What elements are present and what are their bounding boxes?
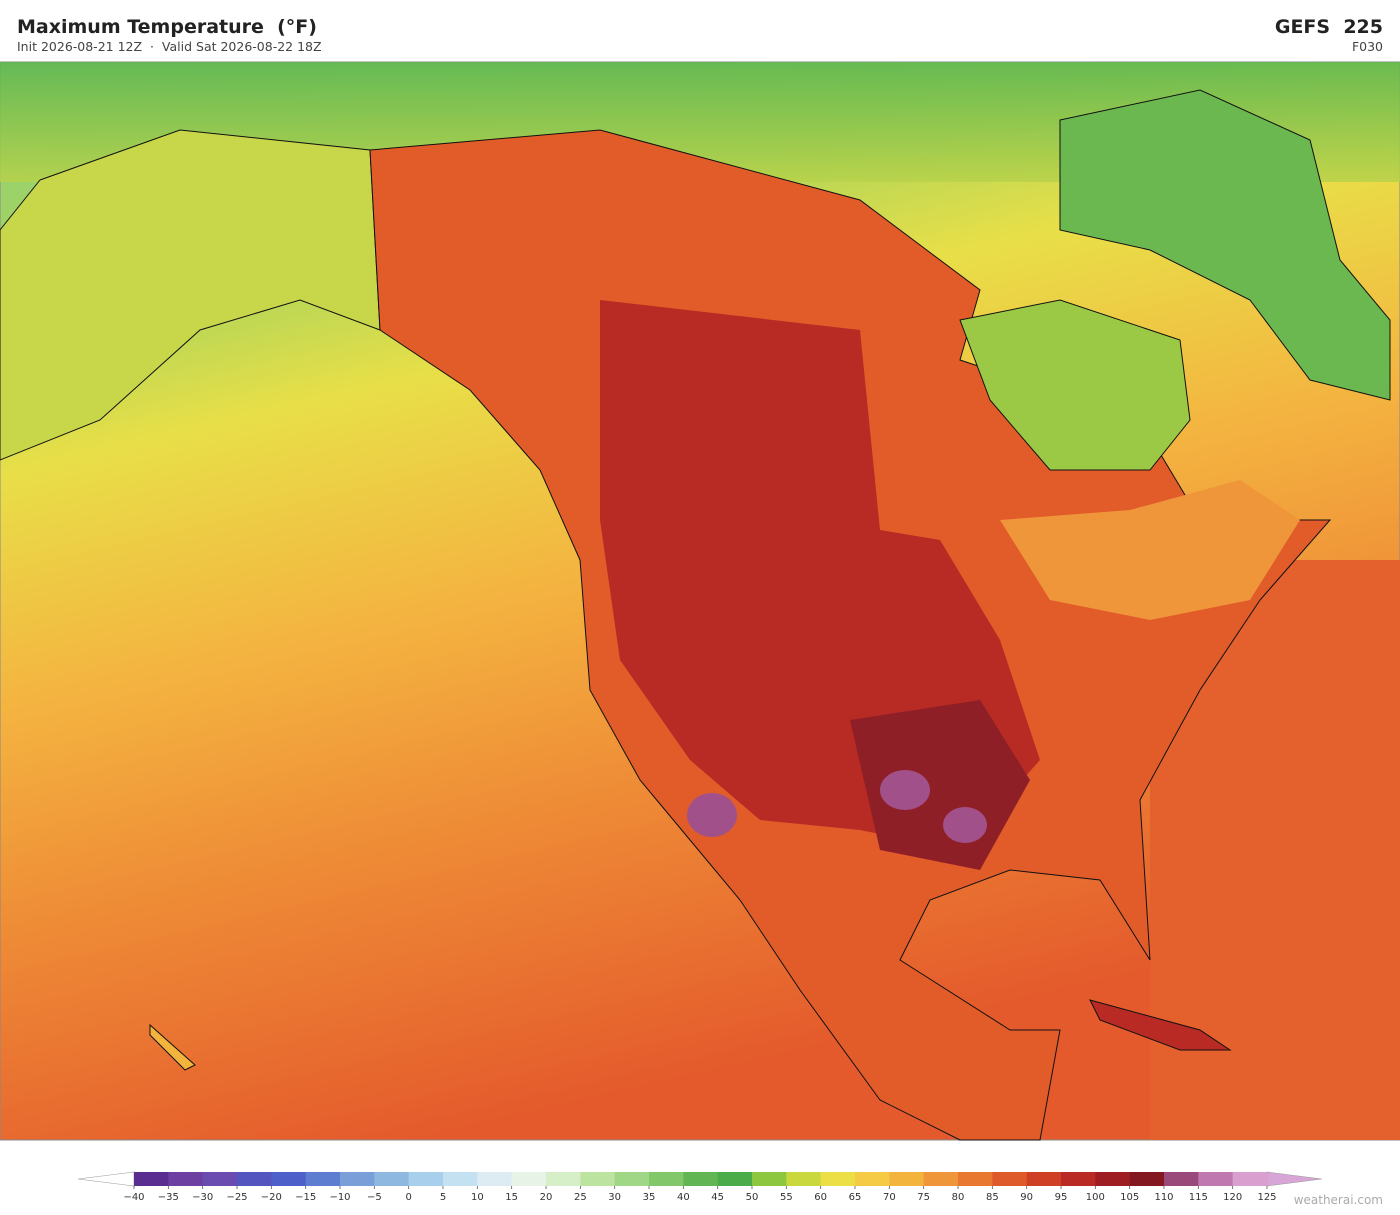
colorbar-segment — [511, 1172, 547, 1186]
colorbar-tick-label: 95 — [1055, 1192, 1068, 1203]
colorbar-tick-label: 125 — [1257, 1192, 1276, 1203]
colorbar-tick-label: 25 — [574, 1192, 587, 1203]
colorbar-segment — [1198, 1172, 1233, 1186]
colorbar-segment — [958, 1172, 993, 1186]
colorbar-tick-label: 90 — [1020, 1192, 1033, 1203]
colorbar-tick-label: 105 — [1120, 1192, 1139, 1203]
colorbar-segment — [580, 1172, 615, 1186]
colorbar-segment — [340, 1172, 375, 1186]
colorbar-segment — [683, 1172, 718, 1186]
colorbar-over — [1266, 1171, 1323, 1187]
cuba — [1089, 999, 1232, 1051]
colorbar-segment — [408, 1172, 444, 1186]
colorbar-tick-label: 20 — [540, 1192, 553, 1203]
model-label: GEFS 225 — [1274, 16, 1383, 38]
colorbar-tick-label: 0 — [405, 1192, 411, 1203]
colorbar-tick-label: 30 — [608, 1192, 621, 1203]
colorbar-tick-label: −10 — [329, 1192, 350, 1203]
colorbar-tick-label: 115 — [1189, 1192, 1208, 1203]
colorbar-tick-label: 80 — [952, 1192, 965, 1203]
colorbar-segment — [546, 1172, 581, 1186]
colorbar-tick-label: −5 — [367, 1192, 382, 1203]
hudson-bay — [959, 299, 1191, 471]
colorbar-tick-label: 5 — [440, 1192, 446, 1203]
colorbar-segment — [752, 1172, 787, 1186]
colorbar-segment — [134, 1172, 169, 1186]
colorbar-segment — [923, 1172, 959, 1186]
colorbar-tick-label: −30 — [192, 1192, 213, 1203]
colorbar-segment — [889, 1172, 924, 1186]
extreme-spot — [687, 793, 737, 837]
extreme-spot — [943, 807, 987, 843]
forecast-hour: F030 — [1351, 39, 1383, 54]
colorbar-tick-label: 110 — [1154, 1192, 1173, 1203]
map-subtitle: Init 2026-08-21 12Z · Valid Sat 2026-08-… — [17, 39, 322, 54]
colorbar-tick-label: −20 — [261, 1192, 282, 1203]
map-title: Maximum Temperature (°F) — [17, 16, 317, 38]
colorbar-segment — [1095, 1172, 1130, 1186]
colorbar-segment — [820, 1172, 856, 1186]
colorbar-tick-label: 75 — [917, 1192, 930, 1203]
colorbar-tick-label: 70 — [883, 1192, 896, 1203]
colorbar-tick-label: 65 — [849, 1192, 862, 1203]
colorbar-tick-label: −15 — [295, 1192, 316, 1203]
labrador-baffin — [1059, 89, 1391, 401]
colorbar-segment — [786, 1172, 821, 1186]
colorbar-segment — [1164, 1172, 1199, 1186]
colorbar-tick-label: −35 — [158, 1192, 179, 1203]
colorbar-segment — [1026, 1172, 1062, 1186]
credit: weatherai.com — [1293, 1193, 1383, 1207]
colorbar-under — [77, 1171, 135, 1187]
colorbar-segment — [477, 1172, 512, 1186]
colorbar-tick-label: 55 — [780, 1192, 793, 1203]
colorbar-segment — [717, 1172, 753, 1186]
colorbar-segment — [443, 1172, 478, 1186]
colorbar-tick-label: 45 — [711, 1192, 724, 1203]
colorbar-tick-label: 100 — [1086, 1192, 1105, 1203]
colorbar-segment — [649, 1172, 684, 1186]
colorbar-segment — [855, 1172, 890, 1186]
colorbar-tick-label: −25 — [226, 1192, 247, 1203]
colorbar-segment — [1232, 1172, 1268, 1186]
colorbar-tick-label: 50 — [746, 1192, 759, 1203]
colorbar-tick-label: 85 — [986, 1192, 999, 1203]
colorbar-tick-label: 15 — [505, 1192, 518, 1203]
colorbar-segment — [374, 1172, 409, 1186]
colorbar-tick-label: 120 — [1223, 1192, 1242, 1203]
colorbar-tick-label: 60 — [814, 1192, 827, 1203]
extreme-spot — [880, 770, 930, 810]
alaska — [0, 129, 381, 461]
colorbar: −40 −35 −30 −25 −20 −15 −10 −5 0 5 10 15 20 25 30 35 40 4… — [77, 1171, 1323, 1203]
colorbar-tick-label: 35 — [643, 1192, 656, 1203]
colorbar-segment — [305, 1172, 341, 1186]
colorbar-tick-label: −40 — [123, 1192, 144, 1203]
colorbar-segment — [168, 1172, 203, 1186]
colorbar-segment — [1129, 1172, 1165, 1186]
great-lakes-region — [1000, 480, 1300, 620]
colorbar-segment — [614, 1172, 650, 1186]
colorbar-segment — [271, 1172, 306, 1186]
colorbar-tick-label: 40 — [677, 1192, 690, 1203]
colorbar-segment — [202, 1172, 238, 1186]
colorbar-tick-label: 10 — [471, 1192, 484, 1203]
colorbar-segment — [1061, 1172, 1096, 1186]
colorbar-segment — [237, 1172, 272, 1186]
colorbar-segment — [992, 1172, 1027, 1186]
hawaii — [149, 1023, 196, 1071]
